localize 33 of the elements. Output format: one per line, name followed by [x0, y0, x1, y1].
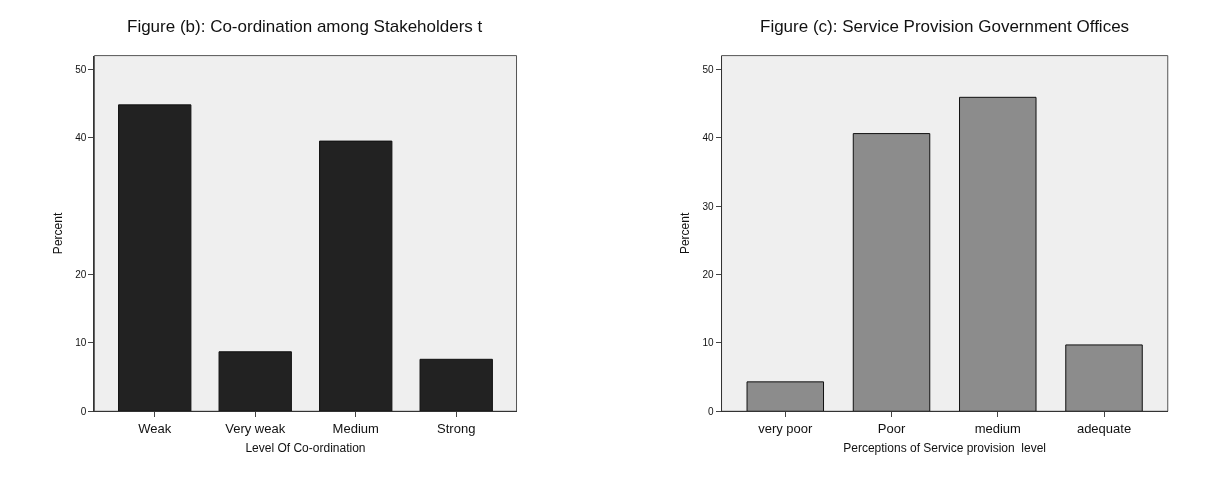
y-tick-label: 0	[80, 405, 87, 417]
y-tick-label: 30	[702, 200, 714, 212]
bar	[746, 381, 825, 412]
y-tick-label: 10	[702, 337, 714, 349]
bar	[419, 358, 493, 412]
bar	[319, 140, 393, 412]
chart-title: Figure (c): Service Provision Government Offices	[760, 17, 1130, 36]
y-axis-title: Percent	[677, 212, 692, 255]
y-tick-label: 10	[75, 337, 87, 349]
x-tick-label: very poor	[758, 420, 814, 436]
bar	[118, 104, 192, 412]
bar	[218, 351, 292, 412]
y-tick-label: 50	[75, 63, 87, 75]
y-tick-label: 0	[707, 405, 714, 417]
x-tick-label: adequate	[1076, 420, 1132, 436]
y-tick-label: 50	[702, 63, 714, 75]
x-tick-label: medium	[974, 420, 1021, 436]
x-tick-label: Very weak	[225, 420, 286, 436]
y-tick-label: 20	[702, 268, 714, 280]
x-axis-title: Level Of Co-ordination	[245, 440, 366, 455]
y-axis-title: Percent	[50, 212, 65, 255]
x-tick-label: Strong	[437, 420, 476, 436]
x-tick-label: Medium	[332, 420, 379, 436]
x-tick-label: Weak	[138, 420, 172, 436]
y-tick-label: 20	[75, 268, 87, 280]
bar	[959, 96, 1037, 412]
x-axis-title: Perceptions of Service provision level	[843, 440, 1047, 455]
chart-title: Figure (b): Co-ordination among Stakeholders t	[127, 17, 483, 36]
y-tick-label: 40	[75, 132, 87, 144]
y-tick-label: 40	[702, 132, 714, 144]
bar	[852, 133, 931, 412]
bar	[1065, 344, 1143, 412]
x-tick-label: Poor	[877, 420, 906, 436]
